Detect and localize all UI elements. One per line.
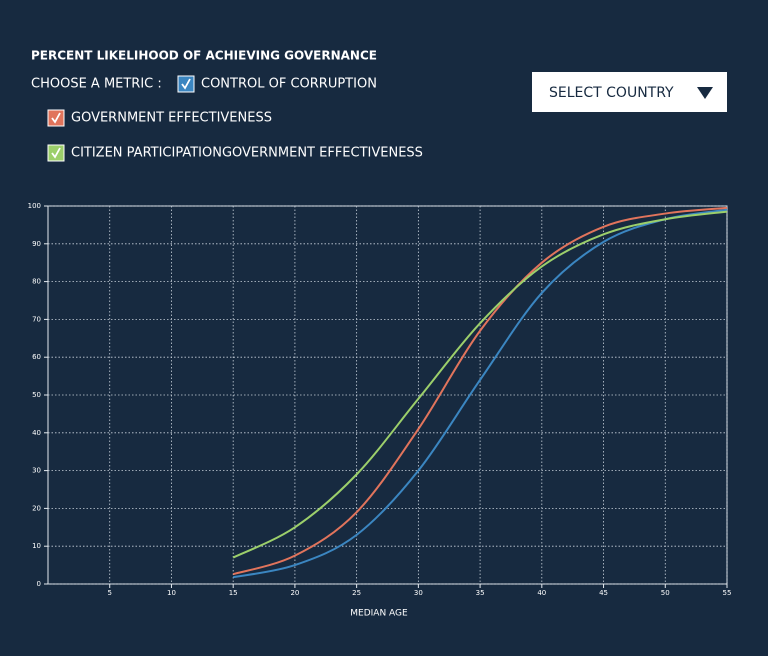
x-tick-label: 40 — [537, 589, 546, 597]
y-tick-label: 100 — [28, 202, 41, 210]
checkbox-box — [47, 109, 65, 127]
y-tick-label: 20 — [32, 504, 41, 512]
country-select-label: SELECT COUNTRY — [549, 85, 674, 101]
y-tick-label: 50 — [32, 391, 41, 399]
y-tick-label: 70 — [32, 315, 41, 323]
x-tick-label: 25 — [352, 589, 361, 597]
legend-label: CONTROL OF CORRUPTION — [201, 77, 377, 92]
series-line — [232, 208, 728, 579]
y-tick-label: 40 — [32, 429, 41, 437]
legend-label: GOVERNMENT EFFECTIVENESS — [71, 111, 272, 126]
y-tick-label: 60 — [32, 353, 41, 361]
y-tick-label: 0 — [37, 580, 41, 588]
checkbox-box — [177, 75, 195, 93]
x-tick-label: 10 — [167, 589, 176, 597]
x-axis-label: MEDIAN AGE — [350, 609, 408, 619]
x-tick-label: 20 — [290, 589, 299, 597]
x-tick-label: 45 — [599, 589, 608, 597]
metric-label: CHOOSE A METRIC : — [31, 77, 162, 92]
y-tick-label: 10 — [32, 542, 41, 550]
checkmark — [51, 147, 61, 159]
x-tick-label: 50 — [661, 589, 670, 597]
metric-checkbox[interactable]: CITIZEN PARTICIPATIONGOVERNMENT EFFECTIV… — [47, 144, 423, 162]
dropdown-arrow — [697, 87, 713, 99]
checkmark — [181, 78, 191, 90]
country-select[interactable] — [532, 72, 727, 112]
y-tick-label: 90 — [32, 240, 41, 248]
series-line — [232, 210, 728, 559]
y-tick-label: 30 — [32, 467, 41, 475]
chart-title: PERCENT LIKELIHOOD OF ACHIEVING GOVERNAN… — [31, 49, 377, 63]
y-tick-label: 80 — [32, 278, 41, 286]
checkbox-box — [47, 144, 65, 162]
legend-label: CITIZEN PARTICIPATIONGOVERNMENT EFFECTIV… — [71, 146, 423, 161]
x-tick-label: 35 — [476, 589, 485, 597]
metric-checkbox[interactable]: GOVERNMENT EFFECTIVENESS — [47, 109, 272, 127]
x-tick-label: 30 — [414, 589, 423, 597]
x-tick-label: 55 — [723, 589, 732, 597]
checkmark — [51, 112, 61, 124]
x-tick-label: 5 — [107, 589, 111, 597]
x-tick-label: 15 — [229, 589, 238, 597]
series-line — [232, 206, 728, 576]
metric-checkbox[interactable]: CONTROL OF CORRUPTION — [177, 75, 377, 93]
